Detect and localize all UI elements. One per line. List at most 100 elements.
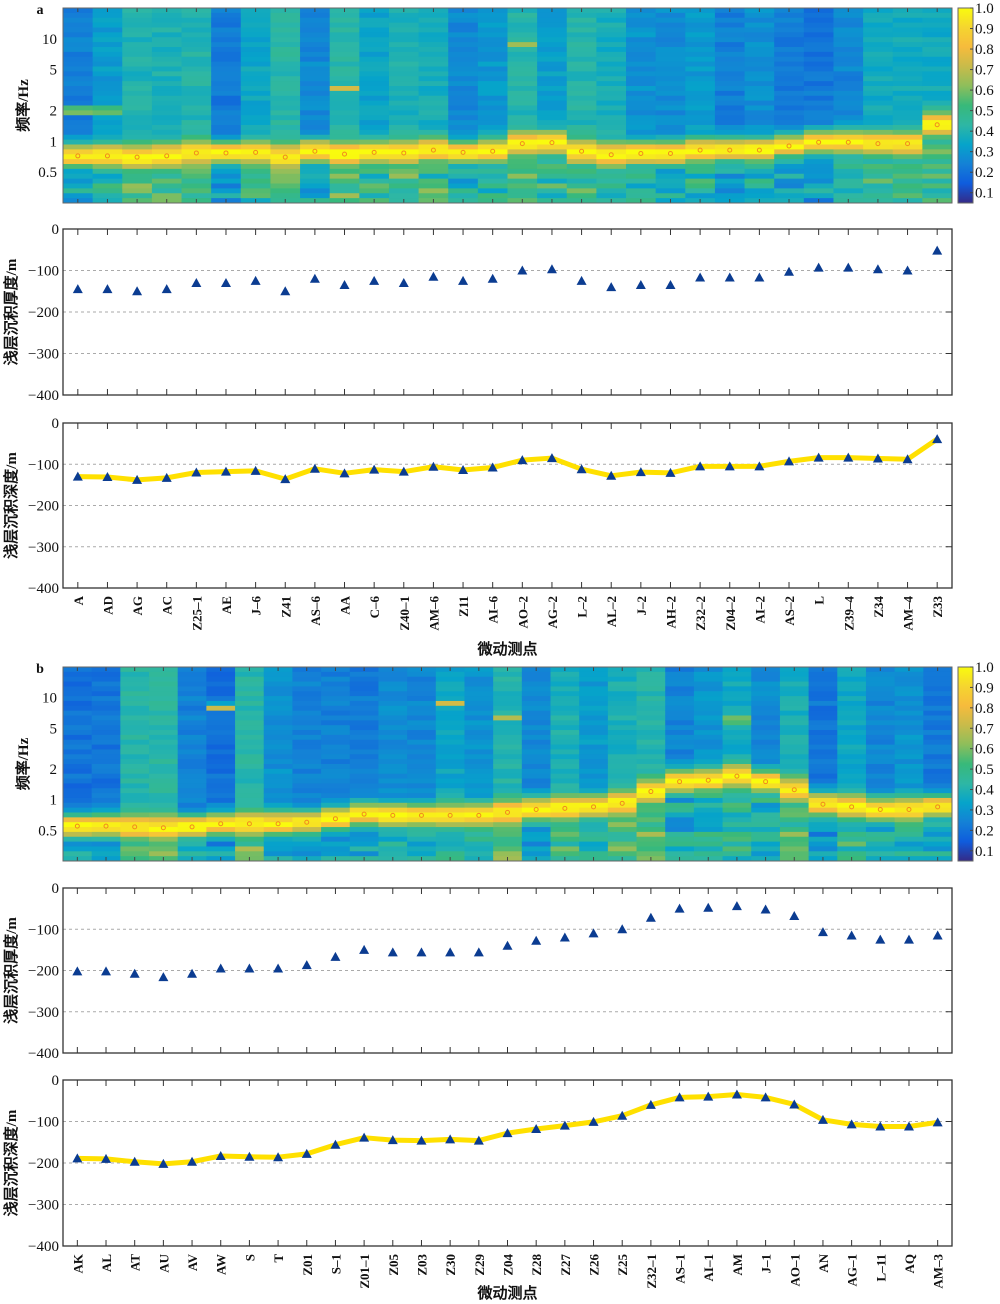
heatmap-cell — [120, 831, 150, 838]
heatmap-cell — [407, 686, 437, 692]
heatmap-cell — [892, 86, 923, 92]
heatmap-cell — [240, 188, 271, 194]
heatmap-cell — [626, 17, 657, 24]
heatmap-cell — [329, 27, 360, 33]
heatmap-cell — [579, 841, 609, 847]
heatmap-cell — [596, 188, 627, 194]
heatmap-cell — [865, 734, 896, 741]
peak-frequency-dot — [786, 143, 792, 149]
heatmap-cell — [714, 173, 746, 180]
heatmap-cell — [655, 178, 686, 184]
heatmap-cell — [922, 149, 953, 155]
heatmap-cell — [388, 134, 420, 141]
heatmap-cell — [177, 730, 207, 736]
data-point-triangle — [502, 940, 513, 950]
heatmap-cell — [464, 768, 494, 775]
heatmap-cell — [808, 744, 838, 750]
heatmap-cell — [550, 739, 580, 746]
heatmap-cell — [537, 144, 568, 150]
heatmap-cell — [607, 768, 638, 775]
heatmap-cell — [493, 822, 523, 828]
heatmap-cell — [177, 700, 207, 707]
heatmap-cell — [477, 159, 508, 165]
y-tick-label: 0.5 — [38, 165, 57, 181]
heatmap-cell — [407, 730, 437, 736]
data-point-triangle — [665, 467, 676, 477]
heatmap-cell — [892, 105, 923, 111]
data-point-triangle — [903, 1121, 914, 1131]
heatmap-cell — [63, 76, 94, 82]
heatmap-cell — [359, 12, 390, 19]
heatmap-cell — [206, 793, 236, 799]
heatmap-cell — [922, 183, 953, 189]
peak-frequency-dot — [74, 823, 80, 829]
heatmap-cell — [292, 700, 322, 707]
heatmap-cell — [685, 110, 716, 116]
heatmap-cell — [464, 686, 494, 692]
heatmap-cell — [894, 788, 924, 794]
heatmap-cell — [892, 100, 923, 106]
heatmap-cell — [722, 671, 752, 678]
heatmap-cell — [714, 120, 746, 126]
heatmap-cell — [566, 47, 597, 53]
heatmap-cell — [751, 846, 781, 852]
heatmap-cell — [865, 730, 896, 736]
heatmap-cell — [607, 749, 638, 755]
heatmap-cell — [91, 676, 121, 683]
data-point-triangle — [369, 275, 380, 285]
heatmap-cell — [550, 768, 580, 775]
heatmap-cell — [122, 47, 153, 53]
heatmap-cell — [693, 691, 724, 697]
heatmap-cell — [407, 681, 437, 687]
heatmap-cell — [120, 773, 150, 780]
heatmap-cell — [693, 686, 724, 692]
heatmap-cell — [378, 691, 408, 697]
heatmap-cell — [91, 768, 121, 775]
heatmap-cell — [607, 783, 638, 789]
heatmap-cell — [894, 846, 924, 852]
heatmap-cell — [407, 744, 437, 750]
peak-frequency-dot — [905, 141, 911, 147]
heatmap-cell — [92, 47, 123, 53]
heatmap-cell — [63, 807, 93, 813]
heatmap-cell — [566, 42, 597, 48]
heatmap-cell — [329, 56, 360, 63]
data-point-triangle — [280, 286, 291, 296]
heatmap-cell — [235, 720, 265, 726]
heatmap-cell — [92, 12, 123, 19]
heatmap-cell — [803, 183, 834, 189]
peak-frequency-dot — [490, 148, 496, 154]
heatmap-cell — [744, 86, 775, 92]
heatmap-cell — [493, 749, 523, 755]
heatmap-cell — [91, 812, 121, 818]
heatmap-cell — [693, 788, 724, 794]
data-point-triangle — [158, 972, 169, 982]
heatmap-cell — [321, 720, 351, 726]
heatmap-cell — [892, 115, 923, 121]
heatmap-cell — [922, 125, 953, 131]
heatmap-cell — [211, 110, 242, 116]
heatmap-cell — [521, 749, 552, 755]
heatmap-cell — [92, 193, 123, 199]
heatmap-cell — [693, 671, 724, 678]
data-point-triangle — [132, 474, 143, 484]
heatmap-column — [177, 667, 207, 862]
heatmap-cell — [349, 720, 379, 726]
heatmap-cell — [181, 129, 212, 136]
heatmap-cell — [349, 768, 379, 775]
y-axis-title: 浅层沉积深度/m — [2, 1109, 20, 1216]
heatmap-cell — [744, 56, 775, 63]
heatmap-cell — [837, 681, 867, 687]
data-point-triangle — [872, 264, 883, 274]
heatmap-cell — [833, 125, 864, 131]
heatmap-cell — [407, 696, 437, 702]
heatmap-cell — [579, 686, 609, 692]
heatmap-cell — [211, 32, 242, 38]
heatmap-cell — [774, 168, 805, 175]
heatmap-cell — [636, 797, 666, 804]
heatmap-cell — [149, 793, 179, 799]
heatmap-cell — [626, 95, 657, 102]
x-tick-label: AG–2 — [545, 596, 560, 629]
heatmap-cell — [579, 778, 609, 784]
heatmap-cell — [521, 696, 552, 702]
